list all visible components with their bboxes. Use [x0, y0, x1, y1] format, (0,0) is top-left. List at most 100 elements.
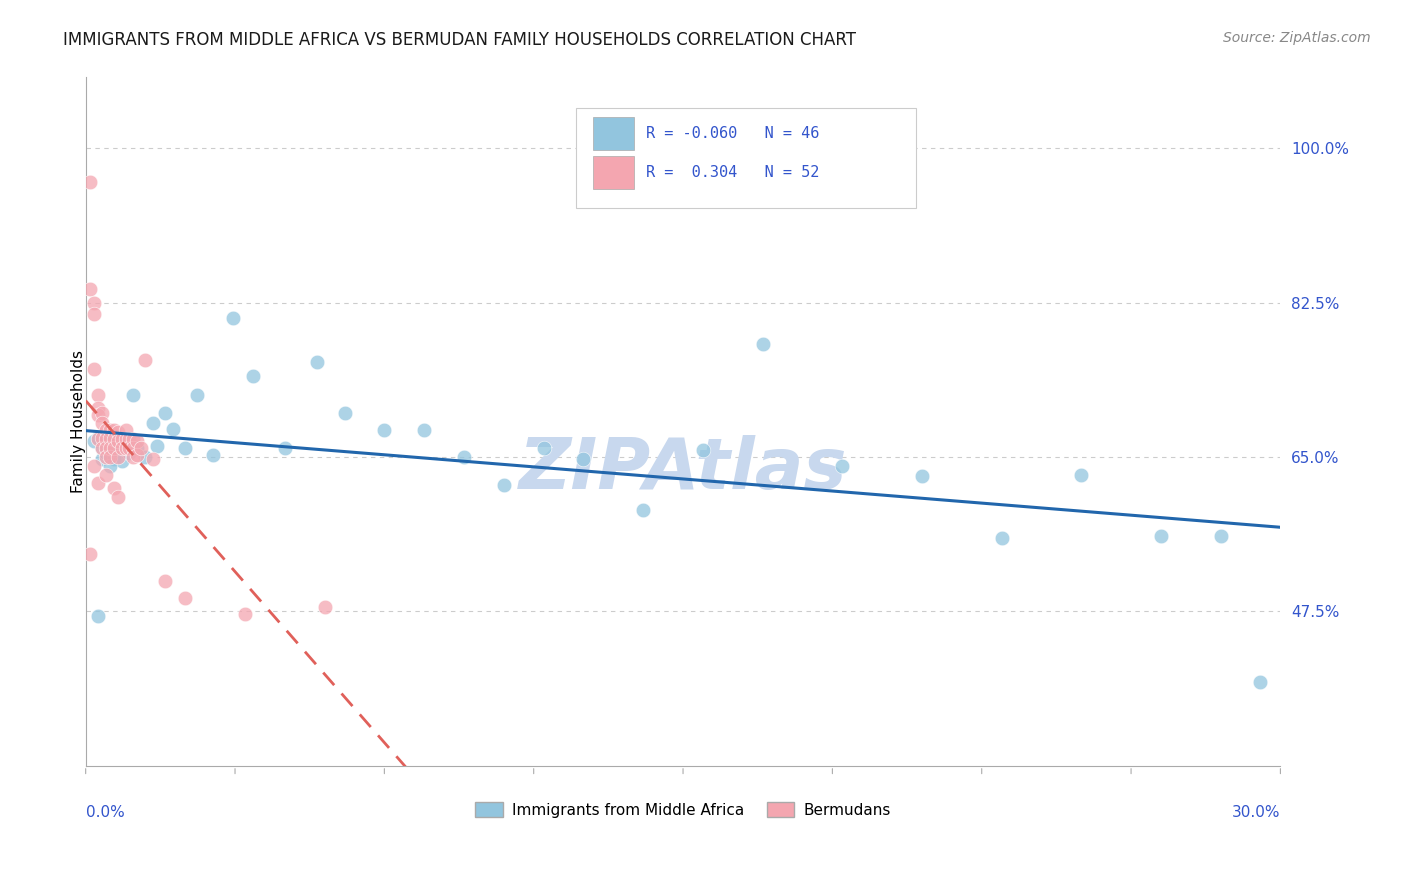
Point [990, 531, 1012, 545]
Point [79, 282, 101, 296]
Point [83, 307, 105, 321]
Point [98, 450, 121, 464]
Text: R =  0.304   N = 52: R = 0.304 N = 52 [645, 165, 820, 180]
Point [155, 574, 177, 588]
Point [107, 450, 129, 464]
Point [911, 469, 934, 483]
Point [86, 431, 108, 445]
Point [118, 441, 141, 455]
Point [107, 425, 129, 440]
Point [114, 424, 136, 438]
Point [492, 478, 515, 492]
Point [131, 441, 153, 455]
Point [692, 442, 714, 457]
Point [90, 451, 112, 466]
Point [98, 441, 121, 455]
Point [533, 441, 555, 455]
Point [83, 295, 105, 310]
Point [751, 337, 773, 351]
Point [155, 406, 177, 420]
Point [118, 432, 141, 446]
Point [122, 441, 145, 455]
Point [127, 434, 149, 448]
Point [142, 451, 165, 466]
Point [831, 458, 853, 473]
Point [94, 445, 117, 459]
Point [107, 436, 129, 450]
Point [94, 441, 117, 455]
Point [274, 441, 297, 455]
Point [305, 354, 328, 368]
Point [79, 175, 101, 189]
Point [1250, 675, 1272, 690]
Text: 0.0%: 0.0% [86, 805, 125, 820]
Point [1209, 529, 1232, 543]
Point [90, 431, 112, 445]
Point [202, 448, 225, 462]
Point [90, 406, 112, 420]
Point [373, 424, 395, 438]
Text: 30.0%: 30.0% [1232, 805, 1281, 820]
Point [174, 591, 197, 606]
Y-axis label: Family Households: Family Households [72, 351, 86, 493]
Point [134, 450, 156, 464]
Point [146, 439, 169, 453]
Point [413, 424, 436, 438]
Point [110, 454, 132, 468]
Point [162, 422, 184, 436]
Point [90, 417, 112, 431]
Point [174, 441, 197, 455]
Point [94, 467, 117, 482]
Point [86, 408, 108, 422]
Point [94, 436, 117, 450]
Point [86, 401, 108, 416]
Text: R = -0.060   N = 46: R = -0.060 N = 46 [645, 126, 820, 141]
Point [110, 441, 132, 455]
Point [83, 458, 105, 473]
Point [127, 448, 149, 462]
Point [314, 599, 336, 614]
Point [98, 424, 121, 438]
Point [103, 451, 125, 466]
Point [453, 450, 475, 464]
Point [107, 434, 129, 448]
Point [631, 503, 654, 517]
Point [222, 310, 245, 325]
Point [572, 451, 595, 466]
Point [98, 450, 121, 464]
Point [134, 352, 156, 367]
Point [333, 406, 356, 420]
Point [242, 368, 264, 383]
Point [127, 441, 149, 455]
Point [86, 476, 108, 491]
FancyBboxPatch shape [593, 117, 634, 151]
Point [122, 432, 145, 446]
Point [98, 431, 121, 445]
FancyBboxPatch shape [593, 156, 634, 189]
Point [94, 424, 117, 438]
Point [86, 432, 108, 446]
Point [90, 441, 112, 455]
Point [103, 441, 125, 455]
Point [114, 432, 136, 446]
Point [1070, 467, 1092, 482]
Point [86, 388, 108, 402]
Point [122, 388, 145, 402]
Point [107, 490, 129, 504]
FancyBboxPatch shape [575, 109, 917, 208]
Point [103, 424, 125, 438]
Point [103, 481, 125, 495]
Point [114, 441, 136, 455]
Point [1150, 529, 1173, 543]
Text: IMMIGRANTS FROM MIDDLE AFRICA VS BERMUDAN FAMILY HOUSEHOLDS CORRELATION CHART: IMMIGRANTS FROM MIDDLE AFRICA VS BERMUDA… [63, 31, 856, 49]
Point [103, 442, 125, 457]
Point [118, 445, 141, 459]
Point [142, 417, 165, 431]
Text: Source: ZipAtlas.com: Source: ZipAtlas.com [1223, 31, 1371, 45]
Point [103, 432, 125, 446]
Point [79, 547, 101, 561]
Point [122, 450, 145, 464]
Point [233, 607, 256, 621]
Point [110, 432, 132, 446]
Point [83, 434, 105, 448]
